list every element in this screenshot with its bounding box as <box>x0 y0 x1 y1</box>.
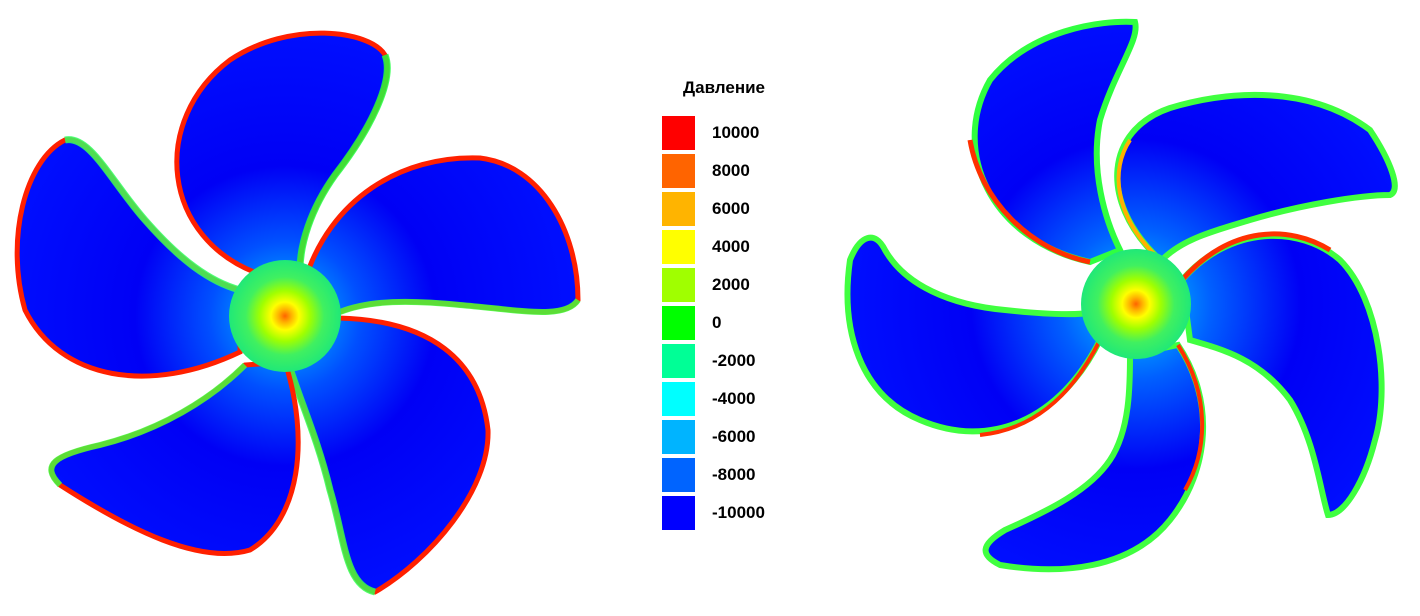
legend-item: 2000 <box>662 268 802 304</box>
legend-swatch <box>662 496 695 530</box>
hub-right <box>1081 249 1191 359</box>
legend-item: -6000 <box>662 420 802 456</box>
legend-label: 10000 <box>712 123 760 142</box>
legend-item: 4000 <box>662 230 802 266</box>
legend-label: 6000 <box>712 199 750 218</box>
legend-swatch <box>662 306 695 340</box>
legend-item: 0 <box>662 306 802 342</box>
hub-left <box>229 260 341 372</box>
legend-label: 4000 <box>712 237 750 256</box>
legend-swatch <box>662 344 695 378</box>
legend-swatch <box>662 458 695 492</box>
blade <box>1178 232 1385 519</box>
legend-swatch <box>662 420 695 454</box>
legend-label: 2000 <box>712 275 750 294</box>
legend-title: Давление <box>683 78 765 97</box>
legend-swatch <box>662 230 695 264</box>
legend-swatch <box>662 382 695 416</box>
legend-label: -8000 <box>712 465 756 484</box>
blade <box>971 18 1139 266</box>
blade <box>1114 92 1398 267</box>
legend-swatch <box>662 192 695 226</box>
legend-item: 8000 <box>662 154 802 190</box>
blades-left <box>14 30 581 596</box>
legend-item: 10000 <box>662 116 802 152</box>
propeller-pressure-plot-right <box>844 18 1398 573</box>
legend-item: -8000 <box>662 458 802 494</box>
legend-item: -4000 <box>662 382 802 418</box>
propeller-pressure-plot-left <box>14 30 581 596</box>
blades-right <box>844 18 1398 573</box>
legend-label: -6000 <box>712 427 756 446</box>
legend-label: -4000 <box>712 389 756 408</box>
legend-swatch <box>662 116 695 150</box>
legend-label: -10000 <box>712 503 765 522</box>
blade <box>844 234 1104 435</box>
blade <box>982 341 1207 573</box>
legend-swatch <box>662 154 695 188</box>
legend-label: 8000 <box>712 161 750 180</box>
legend-label: -2000 <box>712 351 756 370</box>
blade <box>302 155 581 315</box>
legend-item: -10000 <box>662 496 802 532</box>
legend-label: 0 <box>712 313 722 332</box>
legend-swatch <box>662 268 695 302</box>
legend-item: -2000 <box>662 344 802 380</box>
legend-item: 6000 <box>662 192 802 228</box>
blade <box>48 359 301 556</box>
